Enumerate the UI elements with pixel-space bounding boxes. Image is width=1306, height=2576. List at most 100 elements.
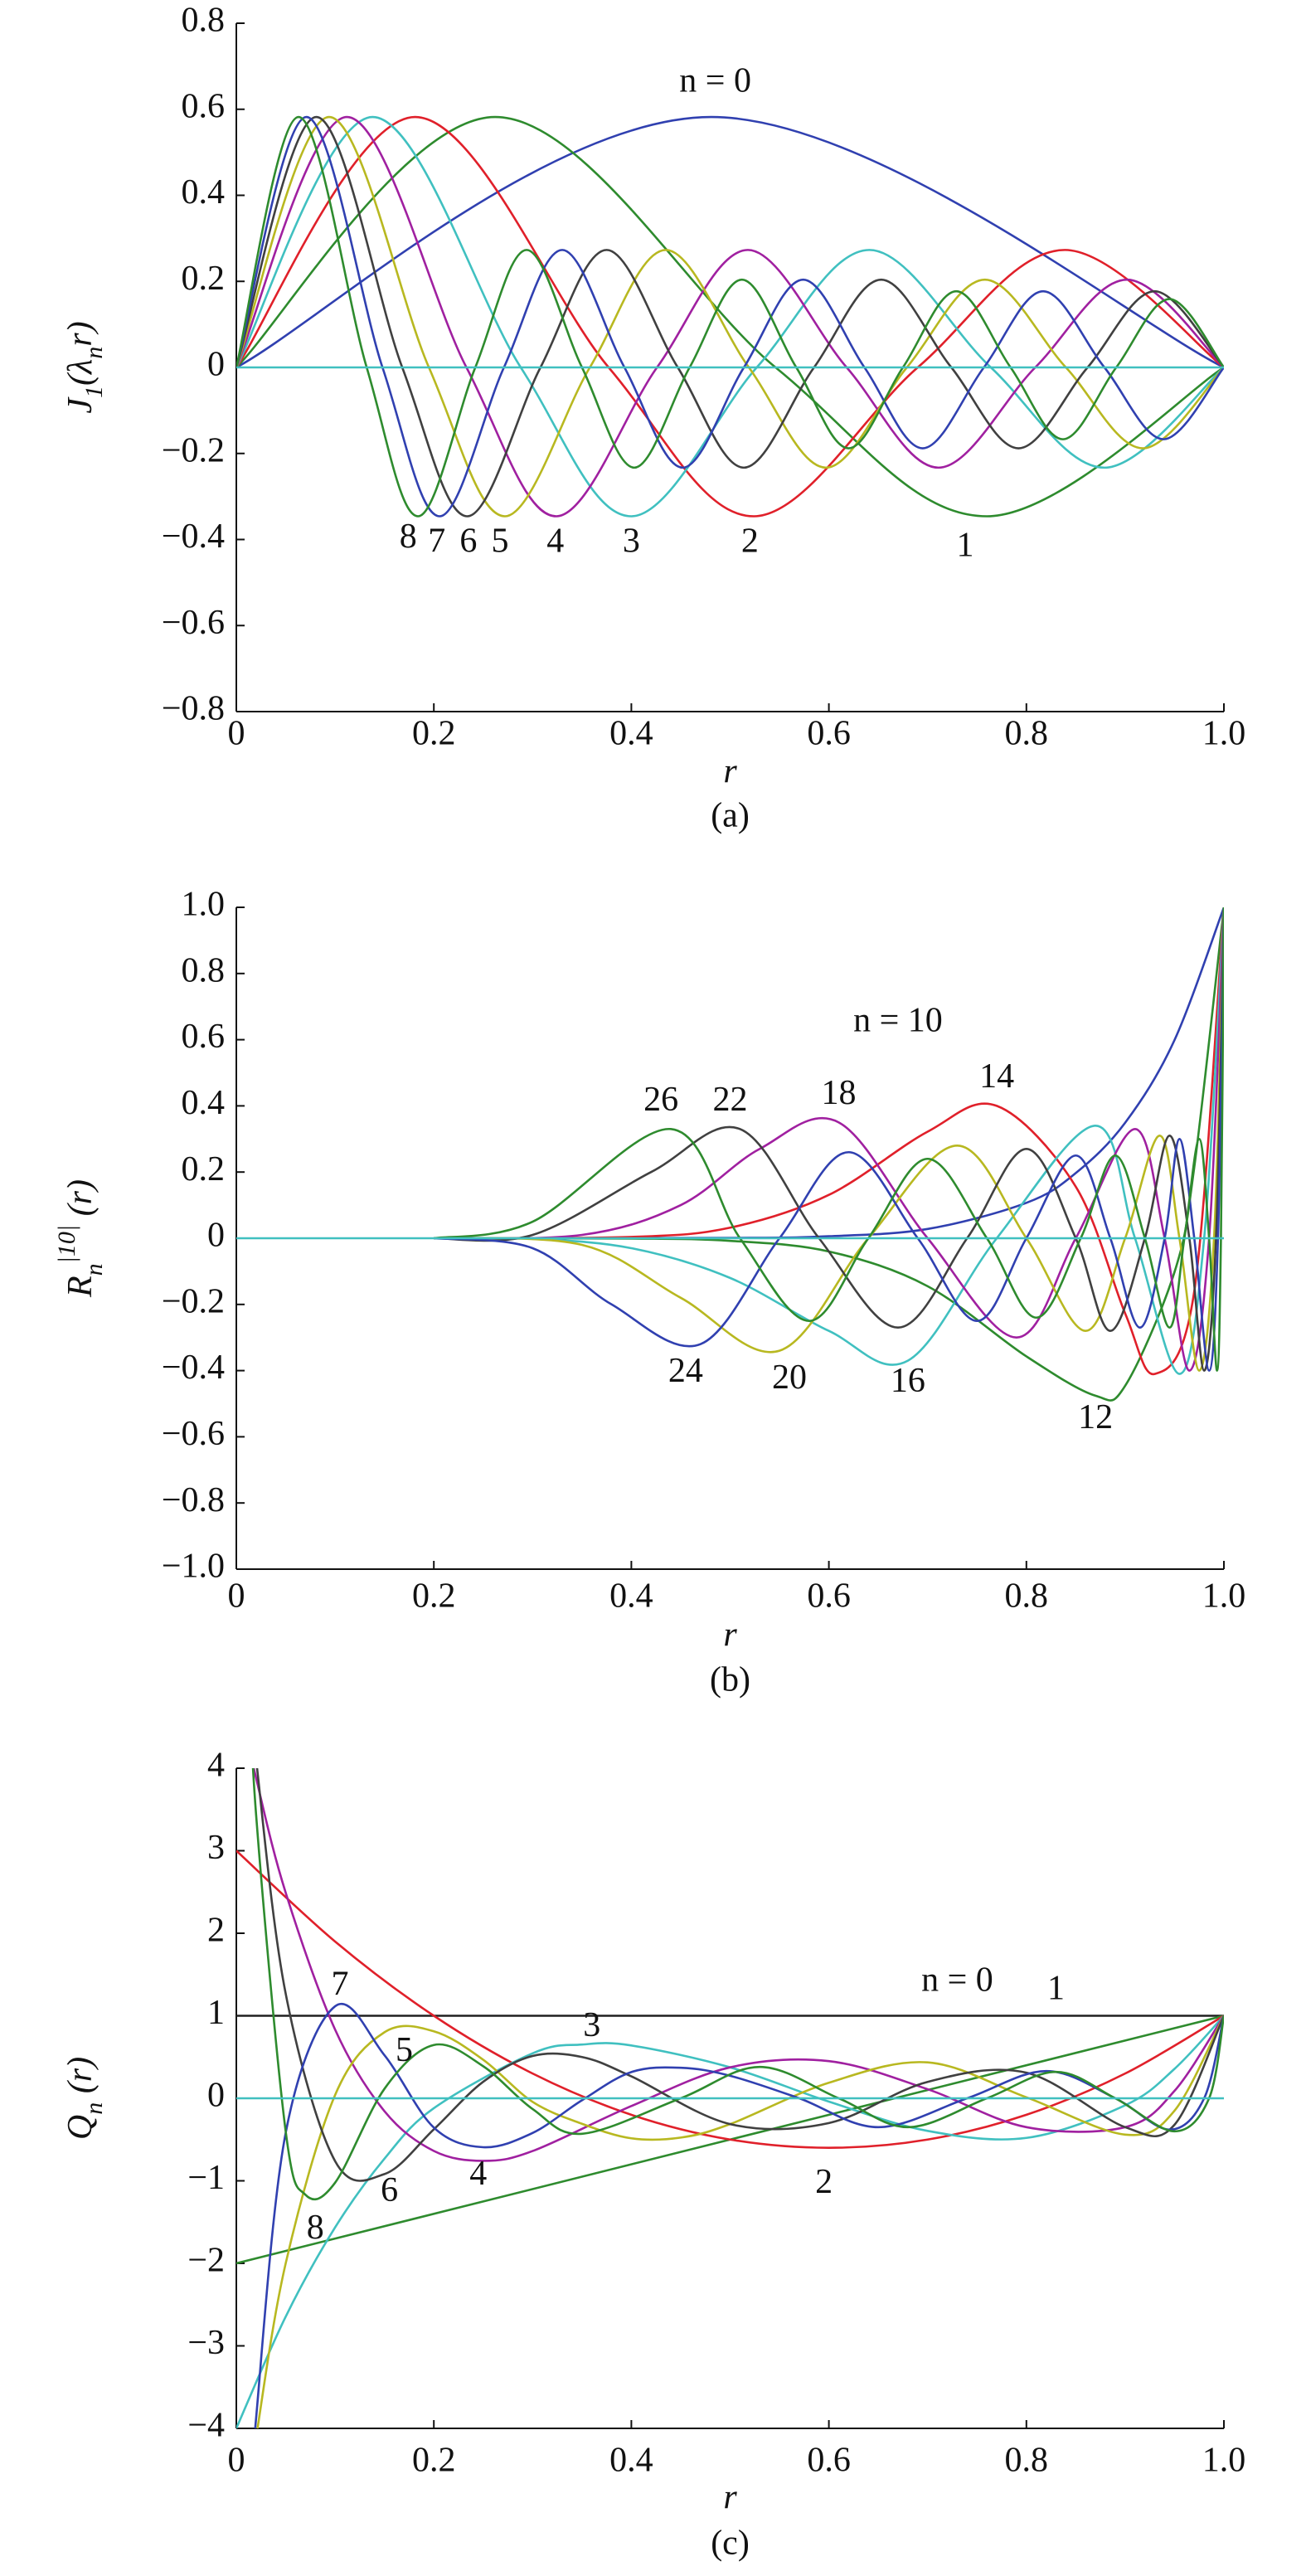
y-tick-label: 0.6 [182, 87, 226, 125]
y-axis-label: Rn|10| (r) [53, 1179, 108, 1298]
x-tick-label: 0.6 [807, 2442, 851, 2480]
annotation: 14 [979, 1057, 1014, 1096]
curve [236, 115, 1224, 518]
y-tick-label: −4 [187, 2407, 225, 2445]
annotation: n = 0 [921, 1961, 993, 1999]
y-axis-label-part: 1 [80, 386, 108, 398]
y-axis-label-part: r) [61, 321, 100, 346]
x-axis-label: r [723, 1616, 737, 1655]
curves [236, 1768, 1224, 2428]
curve [236, 115, 1224, 518]
annotation: 5 [396, 2031, 413, 2069]
x-tick-label: 0.8 [1005, 1577, 1049, 1616]
y-tick-label: 0.2 [182, 1150, 226, 1188]
panel: −0.8 −0.6 −0.4 −0.2 0 0.2 0.4 0.6 0.8 0 0.2 0.4 0.6 0… [61, 2, 1246, 835]
annotation: 12 [1078, 1398, 1113, 1436]
y-axis-label-part: R [61, 1276, 100, 1298]
curve [236, 115, 1224, 518]
curve [256, 2015, 1224, 2428]
annotation: 4 [546, 522, 564, 560]
y-tick-label: −0.6 [162, 1415, 225, 1453]
curve [236, 115, 1224, 518]
y-tick-label: −0.2 [162, 431, 225, 469]
curve [236, 115, 1224, 369]
y-tick-label: −0.8 [162, 690, 225, 728]
y-tick-label: −1 [187, 2159, 225, 2197]
curve [236, 2015, 1224, 2428]
x-tick-label: 0.4 [609, 2442, 653, 2480]
y-axis-label-part: (λ [61, 359, 100, 386]
y-tick-label: 0.8 [182, 2, 226, 40]
curve [434, 907, 1224, 1372]
annotation: 1 [1047, 1969, 1065, 2007]
y-tick-label: 0 [207, 2077, 225, 2115]
caption: (b) [710, 1661, 750, 1699]
annotation: 7 [428, 522, 445, 560]
annotation: n = 0 [679, 61, 751, 100]
x-tick-label: 1.0 [1202, 715, 1246, 753]
x-tick-label: 0 [228, 715, 245, 753]
curve [255, 1768, 1224, 2182]
x-axis-label: r [723, 2479, 737, 2517]
x-tick-label: 0.8 [1005, 2442, 1049, 2480]
curve [254, 2003, 1224, 2428]
y-tick-label: −0.6 [162, 604, 225, 642]
annotation: 5 [491, 522, 508, 560]
annotation: 26 [643, 1081, 678, 1119]
curves [236, 115, 1224, 518]
annotation: n = 10 [853, 1001, 943, 1039]
curve [434, 907, 1224, 1240]
y-tick-label: −0.4 [162, 1349, 225, 1387]
annotation: 2 [815, 2163, 833, 2201]
annotation: 18 [822, 1074, 857, 1112]
y-tick-label: −3 [187, 2324, 225, 2362]
annotation: 16 [891, 1362, 925, 1400]
annotation: 24 [668, 1352, 703, 1390]
curve [434, 907, 1224, 1372]
y-tick-label: 0 [207, 346, 225, 384]
curve [236, 115, 1224, 518]
y-tick-label: 0 [207, 1217, 225, 1255]
y-axis-label-part: n [80, 1263, 108, 1276]
annotation: 20 [772, 1358, 807, 1397]
annotation: 22 [713, 1081, 748, 1119]
y-axis-label-part: J [61, 396, 100, 414]
y-tick-label: 0.8 [182, 951, 226, 989]
y-tick-label: −0.8 [162, 1481, 225, 1519]
curve [434, 907, 1224, 1375]
annotation: 3 [623, 522, 640, 560]
y-axis-label: Qn (r) [61, 2057, 109, 2140]
curves [236, 907, 1224, 1402]
x-tick-label: 1.0 [1202, 1577, 1246, 1616]
y-axis-label-part: Q [61, 2115, 100, 2140]
y-tick-label: 0.2 [182, 260, 226, 298]
x-tick-label: 1.0 [1202, 2442, 1246, 2480]
annotation: 8 [400, 518, 417, 556]
curve [434, 907, 1224, 1372]
annotation: 1 [956, 527, 973, 565]
curve [236, 1849, 1224, 2150]
annotation: 4 [469, 2155, 487, 2193]
annotation: 6 [459, 522, 477, 560]
y-axis-label-part: (r) [61, 2057, 100, 2102]
x-tick-label: 0.6 [807, 715, 851, 753]
y-tick-label: 0.6 [182, 1018, 226, 1056]
x-tick-label: 0.2 [412, 715, 456, 753]
y-axis-label: J1(λnr) [61, 321, 109, 413]
y-tick-label: −1.0 [162, 1548, 225, 1586]
x-tick-label: 0.8 [1005, 715, 1049, 753]
x-tick-label: 0 [228, 2442, 245, 2480]
curve [251, 1768, 1224, 2201]
y-tick-label: 1 [207, 1994, 225, 2032]
y-axis-label-part: n [80, 2102, 108, 2115]
annotation: 8 [307, 2209, 324, 2247]
x-axis-label: r [723, 753, 737, 791]
y-axis-label-part: n [80, 347, 108, 359]
curve [236, 115, 1224, 518]
y-tick-label: 3 [207, 1829, 225, 1867]
curve [252, 1768, 1224, 2162]
annotation: 7 [332, 1965, 349, 2003]
panel: −1.0 −0.8 −0.6 −0.4 −0.2 0 0.2 0.4 0.6 0.8 1.0 0 0.2… [53, 886, 1245, 1699]
